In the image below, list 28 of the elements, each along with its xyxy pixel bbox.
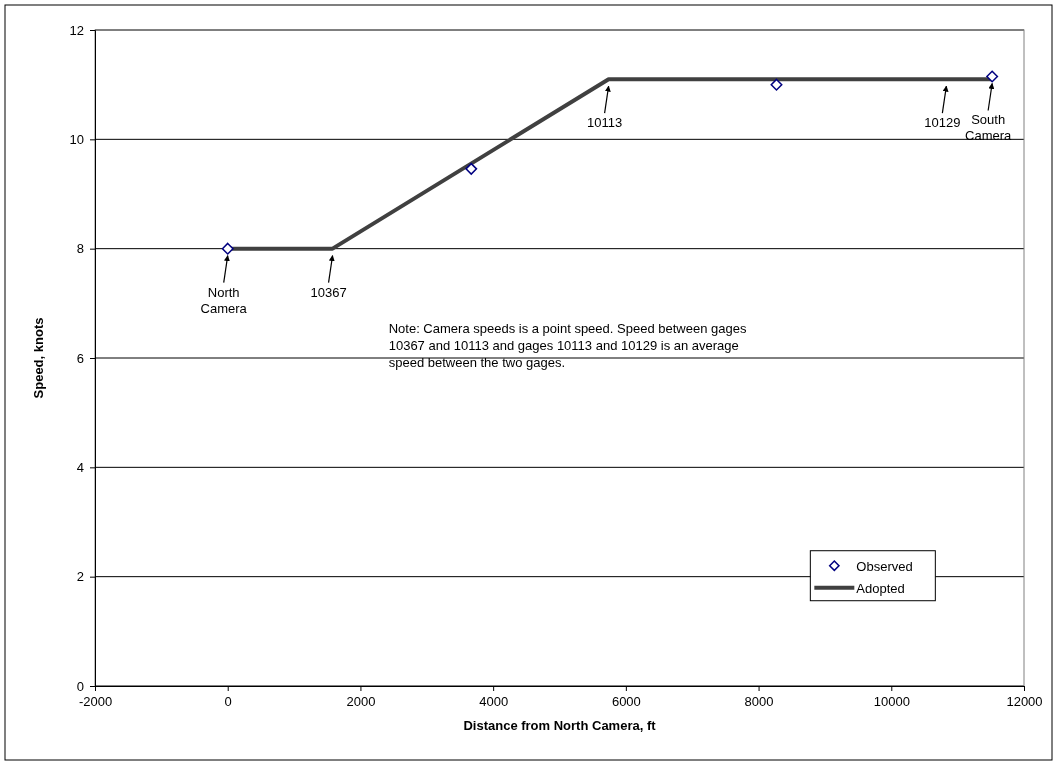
x-tick-label: 6000 [611,694,641,710]
x-axis-title: Distance from North Camera, ft [463,718,657,733]
point [986,70,999,83]
x-tick-label: 0 [224,694,232,710]
y-tick-label: 4 [76,459,84,475]
y-tick-label: 10 [69,131,84,147]
x-tick-label: 12000 [1006,694,1043,710]
annotation: 10367 [310,284,347,300]
x-tick-label: 8000 [744,694,774,710]
annotation: 10129 [924,115,961,131]
annotation: Note: Camera speeds is a point speed. Speed between gages 10367 and 10113 and gages 10113 and 10129 is an average speed between the two gages. [388,321,747,371]
legend-label: Observed [856,558,913,574]
y-tick-label: 2 [76,569,84,585]
x-tick-label: 4000 [479,694,509,710]
y-tick-label: 8 [76,241,84,257]
annotation: 10113 [587,115,623,131]
y-tick-label: 12 [69,22,84,38]
y-axis-title: Speed, knots [31,317,46,399]
legend-label: Adopted [856,580,905,596]
y-tick-label: 6 [76,350,84,366]
point [770,78,783,91]
y-tick-label: 0 [76,678,84,694]
point [221,242,234,255]
x-tick-label: -2000 [78,694,113,710]
x-tick-label: 10000 [873,694,910,710]
point [465,162,478,175]
annotation: North Camera [200,284,248,316]
x-tick-label: 2000 [346,694,376,710]
